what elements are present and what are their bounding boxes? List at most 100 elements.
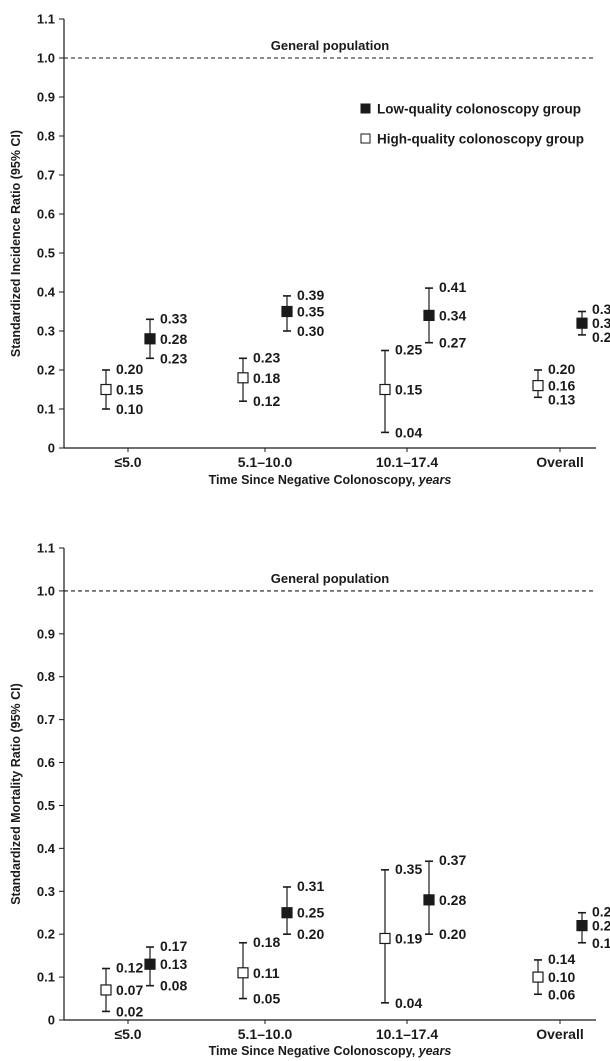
y-tick-label: 0.6	[37, 755, 55, 770]
point-high-quality	[100, 383, 112, 396]
estimate-label: 0.13	[160, 956, 187, 972]
legend-label: Low-quality colonoscopy group	[377, 102, 581, 117]
point-low-quality	[144, 958, 156, 970]
legend-marker	[360, 133, 371, 144]
y-tick-label: 0.4	[37, 841, 56, 856]
ci-upper-label: 0.14	[548, 951, 575, 967]
ci-upper-label: 0.12	[116, 960, 143, 976]
ci-upper-label: 0.41	[439, 279, 466, 295]
ci-upper-label: 0.25	[592, 904, 610, 920]
estimate-label: 0.15	[116, 382, 143, 398]
estimate-label: 0.11	[253, 965, 280, 981]
estimate-label: 0.32	[592, 315, 610, 331]
estimate-label: 0.19	[395, 930, 422, 946]
point-low-quality	[576, 317, 588, 329]
y-tick-label: 1.1	[37, 541, 55, 556]
estimate-label: 0.35	[297, 304, 324, 320]
y-tick-label: 0.9	[37, 626, 55, 641]
point-low-quality	[576, 919, 588, 932]
y-tick-label: 0.1	[37, 970, 55, 985]
ci-upper-label: 0.20	[116, 361, 143, 377]
ci-lower-label: 0.06	[548, 986, 575, 1002]
x-axis-title: Time Since Negative Colonoscopy, years	[209, 1044, 452, 1058]
ci-upper-label: 0.23	[253, 349, 280, 365]
y-tick-label: 0.5	[37, 798, 55, 813]
estimate-label: 0.28	[160, 331, 187, 347]
ci-lower-label: 0.29	[592, 329, 610, 345]
x-tick-label: ≤5.0	[114, 454, 141, 470]
reference-label: General population	[271, 571, 390, 586]
x-tick-label: 10.1–17.4	[376, 1026, 438, 1042]
point-low-quality	[281, 907, 293, 919]
ci-upper-label: 0.39	[297, 287, 324, 303]
point-high-quality	[237, 372, 249, 384]
estimate-label: 0.34	[439, 307, 466, 323]
ci-upper-label: 0.35	[592, 301, 610, 317]
ci-lower-label: 0.12	[253, 393, 280, 409]
reference-label: General population	[271, 38, 390, 53]
ci-lower-label: 0.05	[253, 991, 280, 1007]
estimate-label: 0.16	[548, 378, 575, 394]
y-tick-label: 0	[48, 1013, 55, 1028]
y-tick-label: 0.7	[37, 712, 55, 727]
ci-lower-label: 0.04	[395, 995, 422, 1011]
ci-upper-label: 0.35	[395, 861, 422, 877]
ci-lower-label: 0.13	[548, 392, 575, 408]
y-tick-label: 0.5	[37, 246, 55, 261]
ci-lower-label: 0.27	[439, 335, 466, 351]
ci-upper-label: 0.31	[297, 878, 324, 894]
point-low-quality	[423, 894, 435, 906]
y-tick-label: 1.1	[37, 12, 55, 27]
chart-panel-1: 0 0.1 0.2 0.3 0.4 0.5 0.6 0.7 0.8 0.9 1.0 1.1 Standa…	[9, 12, 610, 488]
estimate-label: 0.25	[297, 905, 324, 921]
y-axis-title: Standardized Mortality Ratio (95% CI)	[9, 683, 23, 905]
y-axis-title: Standardized Incidence Ratio (95% CI)	[9, 130, 23, 357]
x-axis-title: Time Since Negative Colonoscopy, years	[209, 473, 452, 487]
ci-lower-label: 0.30	[297, 323, 324, 339]
y-tick-label: 0.3	[37, 324, 55, 339]
x-tick-label: 5.1–10.0	[238, 1026, 293, 1042]
point-high-quality	[532, 971, 544, 983]
point-high-quality	[379, 383, 391, 396]
ci-lower-label: 0.23	[160, 350, 187, 366]
y-tick-label: 0.3	[37, 884, 55, 899]
y-tick-label: 0.4	[37, 285, 56, 300]
y-tick-label: 0.2	[37, 927, 55, 942]
point-low-quality	[281, 305, 293, 318]
ci-lower-label: 0.02	[116, 1003, 143, 1019]
y-tick-label: 0	[48, 441, 55, 456]
ci-lower-label: 0.08	[160, 978, 187, 994]
y-tick-label: 0.8	[37, 129, 55, 144]
ci-upper-label: 0.17	[160, 938, 187, 954]
y-tick-label: 0.6	[37, 207, 55, 222]
x-tick-label: ≤5.0	[114, 1026, 141, 1042]
ci-lower-label: 0.20	[297, 926, 324, 942]
legend-label: High-quality colonoscopy group	[377, 132, 584, 147]
estimate-label: 0.07	[116, 982, 143, 998]
point-low-quality	[423, 309, 435, 321]
point-high-quality	[100, 984, 112, 996]
ci-lower-label: 0.20	[439, 926, 466, 942]
x-tick-label: 10.1–17.4	[376, 454, 438, 470]
y-tick-label: 0.1	[37, 402, 55, 417]
ci-upper-label: 0.33	[160, 310, 187, 326]
ci-lower-label: 0.10	[116, 401, 143, 417]
point-high-quality	[379, 932, 391, 945]
estimate-label: 0.22	[592, 918, 610, 934]
estimate-label: 0.15	[395, 382, 422, 398]
ci-upper-label: 0.20	[548, 361, 575, 377]
point-high-quality	[532, 380, 544, 392]
estimate-label: 0.28	[439, 892, 466, 908]
point-low-quality	[144, 333, 156, 345]
y-tick-label: 0.2	[37, 363, 55, 378]
x-tick-label: Overall	[536, 1026, 583, 1042]
y-tick-label: 0.8	[37, 669, 55, 684]
y-tick-label: 1.0	[37, 51, 55, 66]
y-tick-label: 0.7	[37, 168, 55, 183]
ci-upper-label: 0.25	[395, 342, 422, 358]
ci-upper-label: 0.18	[253, 934, 280, 950]
x-tick-label: 5.1–10.0	[238, 454, 293, 470]
estimate-label: 0.10	[548, 969, 575, 985]
ci-lower-label: 0.18	[592, 935, 610, 951]
